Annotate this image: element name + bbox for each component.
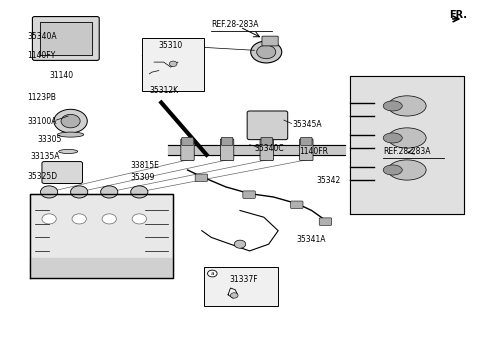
Text: 31140: 31140 (49, 71, 73, 80)
FancyBboxPatch shape (182, 137, 193, 146)
Circle shape (207, 270, 217, 277)
Text: 35340A: 35340A (28, 32, 57, 41)
Ellipse shape (257, 45, 276, 59)
Circle shape (169, 61, 177, 67)
Circle shape (234, 240, 246, 248)
Ellipse shape (388, 96, 426, 116)
FancyBboxPatch shape (195, 174, 207, 182)
Text: a: a (211, 271, 214, 276)
FancyBboxPatch shape (319, 218, 332, 225)
Circle shape (40, 186, 58, 198)
FancyBboxPatch shape (33, 17, 99, 61)
Text: 35312K: 35312K (149, 86, 179, 95)
Ellipse shape (388, 160, 426, 180)
Circle shape (71, 186, 88, 198)
Text: 35309: 35309 (130, 173, 155, 182)
Ellipse shape (59, 149, 78, 153)
Text: FR.: FR. (449, 10, 467, 20)
FancyBboxPatch shape (220, 139, 234, 160)
FancyBboxPatch shape (300, 139, 313, 160)
Text: 33100A: 33100A (28, 117, 57, 125)
FancyBboxPatch shape (42, 162, 83, 184)
Ellipse shape (383, 133, 402, 143)
Circle shape (230, 293, 238, 298)
Circle shape (101, 186, 118, 198)
Ellipse shape (383, 101, 402, 111)
Text: 33815E: 33815E (130, 161, 159, 170)
Circle shape (131, 186, 148, 198)
Text: 35342: 35342 (316, 176, 341, 185)
Text: 35325D: 35325D (28, 172, 58, 181)
Text: 35341A: 35341A (296, 235, 326, 244)
FancyBboxPatch shape (181, 139, 194, 160)
Text: 1123PB: 1123PB (28, 93, 57, 102)
FancyBboxPatch shape (300, 137, 312, 146)
Circle shape (61, 114, 80, 128)
FancyBboxPatch shape (260, 139, 274, 160)
FancyBboxPatch shape (243, 191, 255, 198)
Ellipse shape (58, 132, 84, 137)
Text: 1140FY: 1140FY (28, 51, 56, 60)
FancyBboxPatch shape (290, 201, 303, 208)
Text: 35310: 35310 (159, 41, 183, 50)
Text: REF.28-283A: REF.28-283A (211, 20, 259, 30)
Text: REF.28-283A: REF.28-283A (383, 147, 431, 156)
Circle shape (72, 214, 86, 224)
Circle shape (132, 214, 146, 224)
FancyBboxPatch shape (221, 137, 233, 146)
Circle shape (42, 214, 56, 224)
Text: 33305: 33305 (37, 135, 61, 144)
FancyBboxPatch shape (204, 267, 278, 306)
FancyBboxPatch shape (261, 137, 273, 146)
Circle shape (102, 214, 116, 224)
Text: 31337F: 31337F (229, 275, 258, 284)
Ellipse shape (383, 165, 402, 175)
Text: 33135A: 33135A (30, 152, 60, 161)
Circle shape (54, 109, 87, 133)
Ellipse shape (388, 128, 426, 148)
Text: 35340C: 35340C (254, 143, 284, 153)
Ellipse shape (251, 41, 282, 63)
FancyBboxPatch shape (142, 38, 204, 91)
Text: 1140FR: 1140FR (300, 147, 329, 156)
FancyBboxPatch shape (262, 36, 278, 46)
Text: 35345A: 35345A (292, 120, 322, 129)
FancyBboxPatch shape (247, 111, 288, 140)
